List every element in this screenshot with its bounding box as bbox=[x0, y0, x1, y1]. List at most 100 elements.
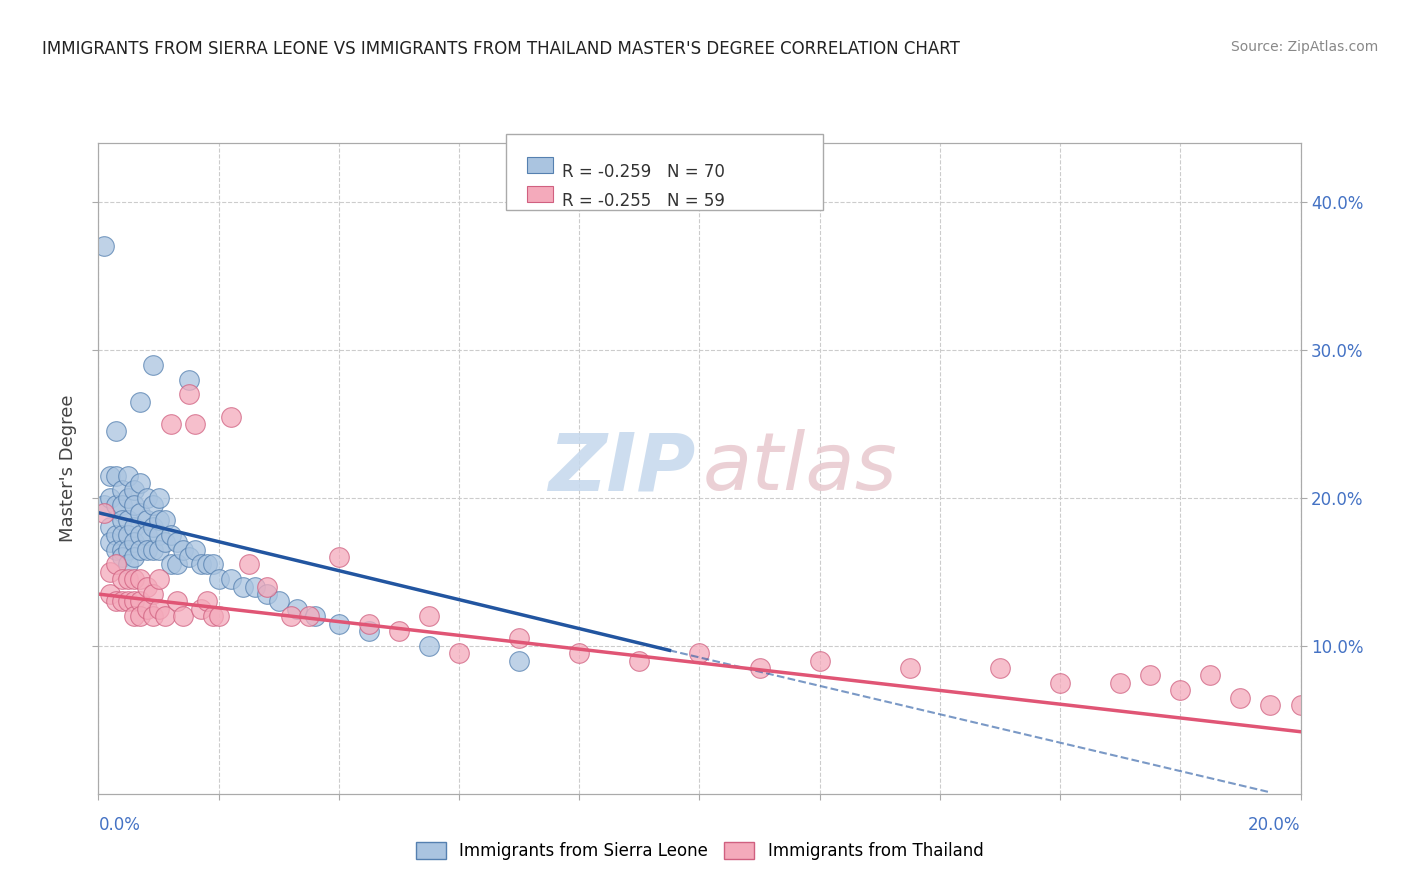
Point bbox=[298, 609, 321, 624]
Point bbox=[172, 609, 194, 624]
Point bbox=[190, 602, 212, 616]
Point bbox=[243, 580, 266, 594]
Point bbox=[129, 476, 152, 491]
Point bbox=[111, 498, 134, 512]
Text: Source: ZipAtlas.com: Source: ZipAtlas.com bbox=[1230, 40, 1378, 54]
Point bbox=[141, 587, 163, 601]
Point bbox=[148, 542, 170, 557]
Point bbox=[508, 632, 530, 646]
Point bbox=[153, 535, 176, 549]
Point bbox=[201, 609, 224, 624]
Point bbox=[100, 535, 122, 549]
Point bbox=[256, 580, 278, 594]
Point bbox=[135, 491, 157, 505]
Point bbox=[148, 572, 170, 586]
Text: atlas: atlas bbox=[703, 429, 898, 508]
Point bbox=[304, 609, 326, 624]
Point bbox=[208, 572, 231, 586]
Point bbox=[238, 558, 260, 572]
Point bbox=[129, 572, 152, 586]
Point bbox=[141, 542, 163, 557]
Point bbox=[117, 468, 139, 483]
Y-axis label: Master's Degree: Master's Degree bbox=[59, 394, 77, 542]
Text: IMMIGRANTS FROM SIERRA LEONE VS IMMIGRANTS FROM THAILAND MASTER'S DEGREE CORRELA: IMMIGRANTS FROM SIERRA LEONE VS IMMIGRAN… bbox=[42, 40, 960, 58]
Point bbox=[190, 558, 212, 572]
Point bbox=[689, 646, 711, 660]
Point bbox=[117, 528, 139, 542]
Point bbox=[117, 513, 139, 527]
Point bbox=[183, 542, 205, 557]
Point bbox=[100, 520, 122, 534]
Point bbox=[111, 528, 134, 542]
Point bbox=[159, 528, 181, 542]
Point bbox=[988, 661, 1011, 675]
Text: R = -0.259   N = 70: R = -0.259 N = 70 bbox=[562, 163, 725, 181]
Point bbox=[285, 602, 308, 616]
Point bbox=[93, 498, 115, 512]
Point bbox=[232, 580, 254, 594]
Point bbox=[508, 654, 530, 668]
Point bbox=[117, 572, 139, 586]
Text: R = -0.255   N = 59: R = -0.255 N = 59 bbox=[562, 192, 725, 210]
Point bbox=[111, 572, 134, 586]
Point bbox=[1199, 668, 1222, 682]
Point bbox=[1319, 706, 1341, 720]
Point bbox=[172, 542, 194, 557]
Point bbox=[177, 372, 200, 386]
Point bbox=[117, 491, 139, 505]
Point bbox=[418, 639, 440, 653]
Point bbox=[135, 580, 157, 594]
Point bbox=[105, 594, 128, 608]
Point bbox=[141, 609, 163, 624]
Point bbox=[568, 646, 591, 660]
Point bbox=[1379, 335, 1402, 350]
Point bbox=[124, 609, 146, 624]
Point bbox=[111, 594, 134, 608]
Point bbox=[93, 239, 115, 253]
Point bbox=[1289, 698, 1312, 712]
Point bbox=[195, 594, 218, 608]
Point bbox=[124, 550, 146, 565]
Point bbox=[100, 491, 122, 505]
Point bbox=[447, 646, 470, 660]
Point bbox=[129, 394, 152, 409]
Point bbox=[153, 513, 176, 527]
Point bbox=[93, 506, 115, 520]
Point bbox=[129, 609, 152, 624]
Text: 0.0%: 0.0% bbox=[98, 816, 141, 834]
Point bbox=[177, 550, 200, 565]
Point bbox=[898, 661, 921, 675]
Point bbox=[357, 616, 380, 631]
Point bbox=[166, 558, 188, 572]
Point bbox=[124, 520, 146, 534]
Text: ZIP: ZIP bbox=[548, 429, 696, 508]
Point bbox=[111, 483, 134, 498]
Point bbox=[148, 528, 170, 542]
Point bbox=[124, 483, 146, 498]
Point bbox=[141, 358, 163, 372]
Point bbox=[357, 624, 380, 639]
Text: 20.0%: 20.0% bbox=[1249, 816, 1301, 834]
Point bbox=[105, 498, 128, 512]
Point bbox=[135, 542, 157, 557]
Point bbox=[117, 594, 139, 608]
Point bbox=[141, 520, 163, 534]
Point bbox=[201, 558, 224, 572]
Point bbox=[1260, 698, 1282, 712]
Point bbox=[1049, 676, 1071, 690]
Point bbox=[166, 594, 188, 608]
Point bbox=[100, 468, 122, 483]
Point bbox=[808, 654, 831, 668]
Point bbox=[166, 535, 188, 549]
Point bbox=[124, 498, 146, 512]
Point bbox=[100, 587, 122, 601]
Point bbox=[135, 602, 157, 616]
Point bbox=[129, 528, 152, 542]
Point bbox=[177, 387, 200, 401]
Point bbox=[129, 506, 152, 520]
Point bbox=[748, 661, 770, 675]
Point bbox=[105, 542, 128, 557]
Point bbox=[1109, 676, 1132, 690]
Point bbox=[135, 528, 157, 542]
Point bbox=[129, 594, 152, 608]
